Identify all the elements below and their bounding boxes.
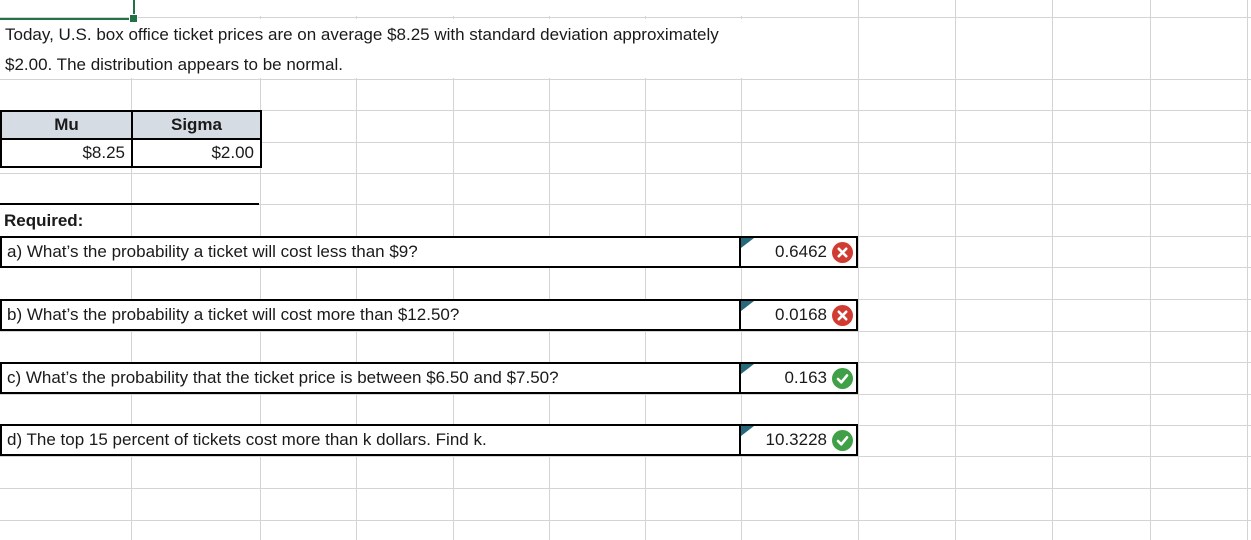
flag-corner-icon	[741, 364, 754, 374]
answer-cell-a[interactable]: 0.6462	[739, 236, 858, 268]
flag-corner-icon	[741, 238, 754, 248]
question-text-b: b) What’s the probability a ticket will …	[7, 305, 460, 324]
problem-statement-line1: Today, U.S. box office ticket prices are…	[5, 25, 719, 44]
answer-value-b: 0.0168	[775, 305, 827, 324]
problem-statement: Today, U.S. box office ticket prices are…	[5, 20, 719, 80]
question-cell-b[interactable]: b) What’s the probability a ticket will …	[0, 299, 741, 331]
gridline	[0, 456, 1251, 457]
parameters-table: Mu Sigma $8.25 $2.00	[0, 110, 262, 168]
answer-value-d: 10.3228	[765, 430, 827, 449]
answer-value-a: 0.6462	[775, 242, 827, 261]
gridline	[0, 331, 1251, 332]
gridline	[260, 0, 261, 540]
answer-value-c: 0.163	[784, 368, 827, 387]
gridline	[1247, 0, 1248, 540]
gridline	[0, 110, 1251, 111]
gridline	[0, 488, 1251, 489]
flag-corner-icon	[741, 426, 754, 436]
overflow-patch-paragraph	[0, 19, 857, 78]
answer-cell-d[interactable]: 10.3228	[739, 424, 858, 456]
gridline	[0, 17, 1251, 18]
gridline	[0, 173, 1251, 174]
gridline	[858, 0, 859, 540]
question-cell-d[interactable]: d) The top 15 percent of tickets cost mo…	[0, 424, 741, 456]
param-header-mu[interactable]: Mu	[0, 110, 133, 140]
gridline	[453, 0, 454, 540]
success-icon	[832, 429, 853, 451]
gridline	[0, 79, 1251, 80]
overflow-patch-top	[0, 0, 857, 16]
gridline	[356, 0, 357, 540]
gridline	[645, 0, 646, 540]
question-text-d: d) The top 15 percent of tickets cost mo…	[7, 430, 487, 449]
gridline	[0, 142, 1251, 143]
question-text-c: c) What’s the probability that the ticke…	[7, 368, 559, 387]
gridline	[131, 0, 132, 540]
selected-cell[interactable]	[0, 0, 138, 23]
problem-statement-line2: $2.00. The distribution appears to be no…	[5, 55, 344, 74]
required-label: Required:	[4, 211, 84, 230]
param-header-sigma[interactable]: Sigma	[131, 110, 262, 140]
answer-cell-b[interactable]: 0.0168	[739, 299, 858, 331]
gridline	[0, 520, 1251, 521]
param-value-mu[interactable]: $8.25	[0, 138, 133, 168]
answer-cell-c[interactable]: 0.163	[739, 362, 858, 394]
gridline	[549, 0, 550, 540]
param-value-sigma[interactable]: $2.00	[131, 138, 262, 168]
error-icon	[832, 241, 853, 263]
fill-handle[interactable]	[129, 14, 138, 23]
gridline	[0, 204, 1251, 205]
gridline	[0, 394, 1251, 395]
gridline	[1052, 0, 1053, 540]
flag-corner-icon	[741, 301, 754, 311]
error-icon	[832, 304, 853, 326]
gridline	[955, 0, 956, 540]
success-icon	[832, 367, 853, 389]
divider-line	[0, 203, 259, 205]
question-text-a: a) What’s the probability a ticket will …	[7, 242, 418, 261]
gridline	[1150, 0, 1151, 540]
question-cell-a[interactable]: a) What’s the probability a ticket will …	[0, 236, 741, 268]
question-cell-c[interactable]: c) What’s the probability that the ticke…	[0, 362, 741, 394]
gridline	[741, 0, 742, 540]
